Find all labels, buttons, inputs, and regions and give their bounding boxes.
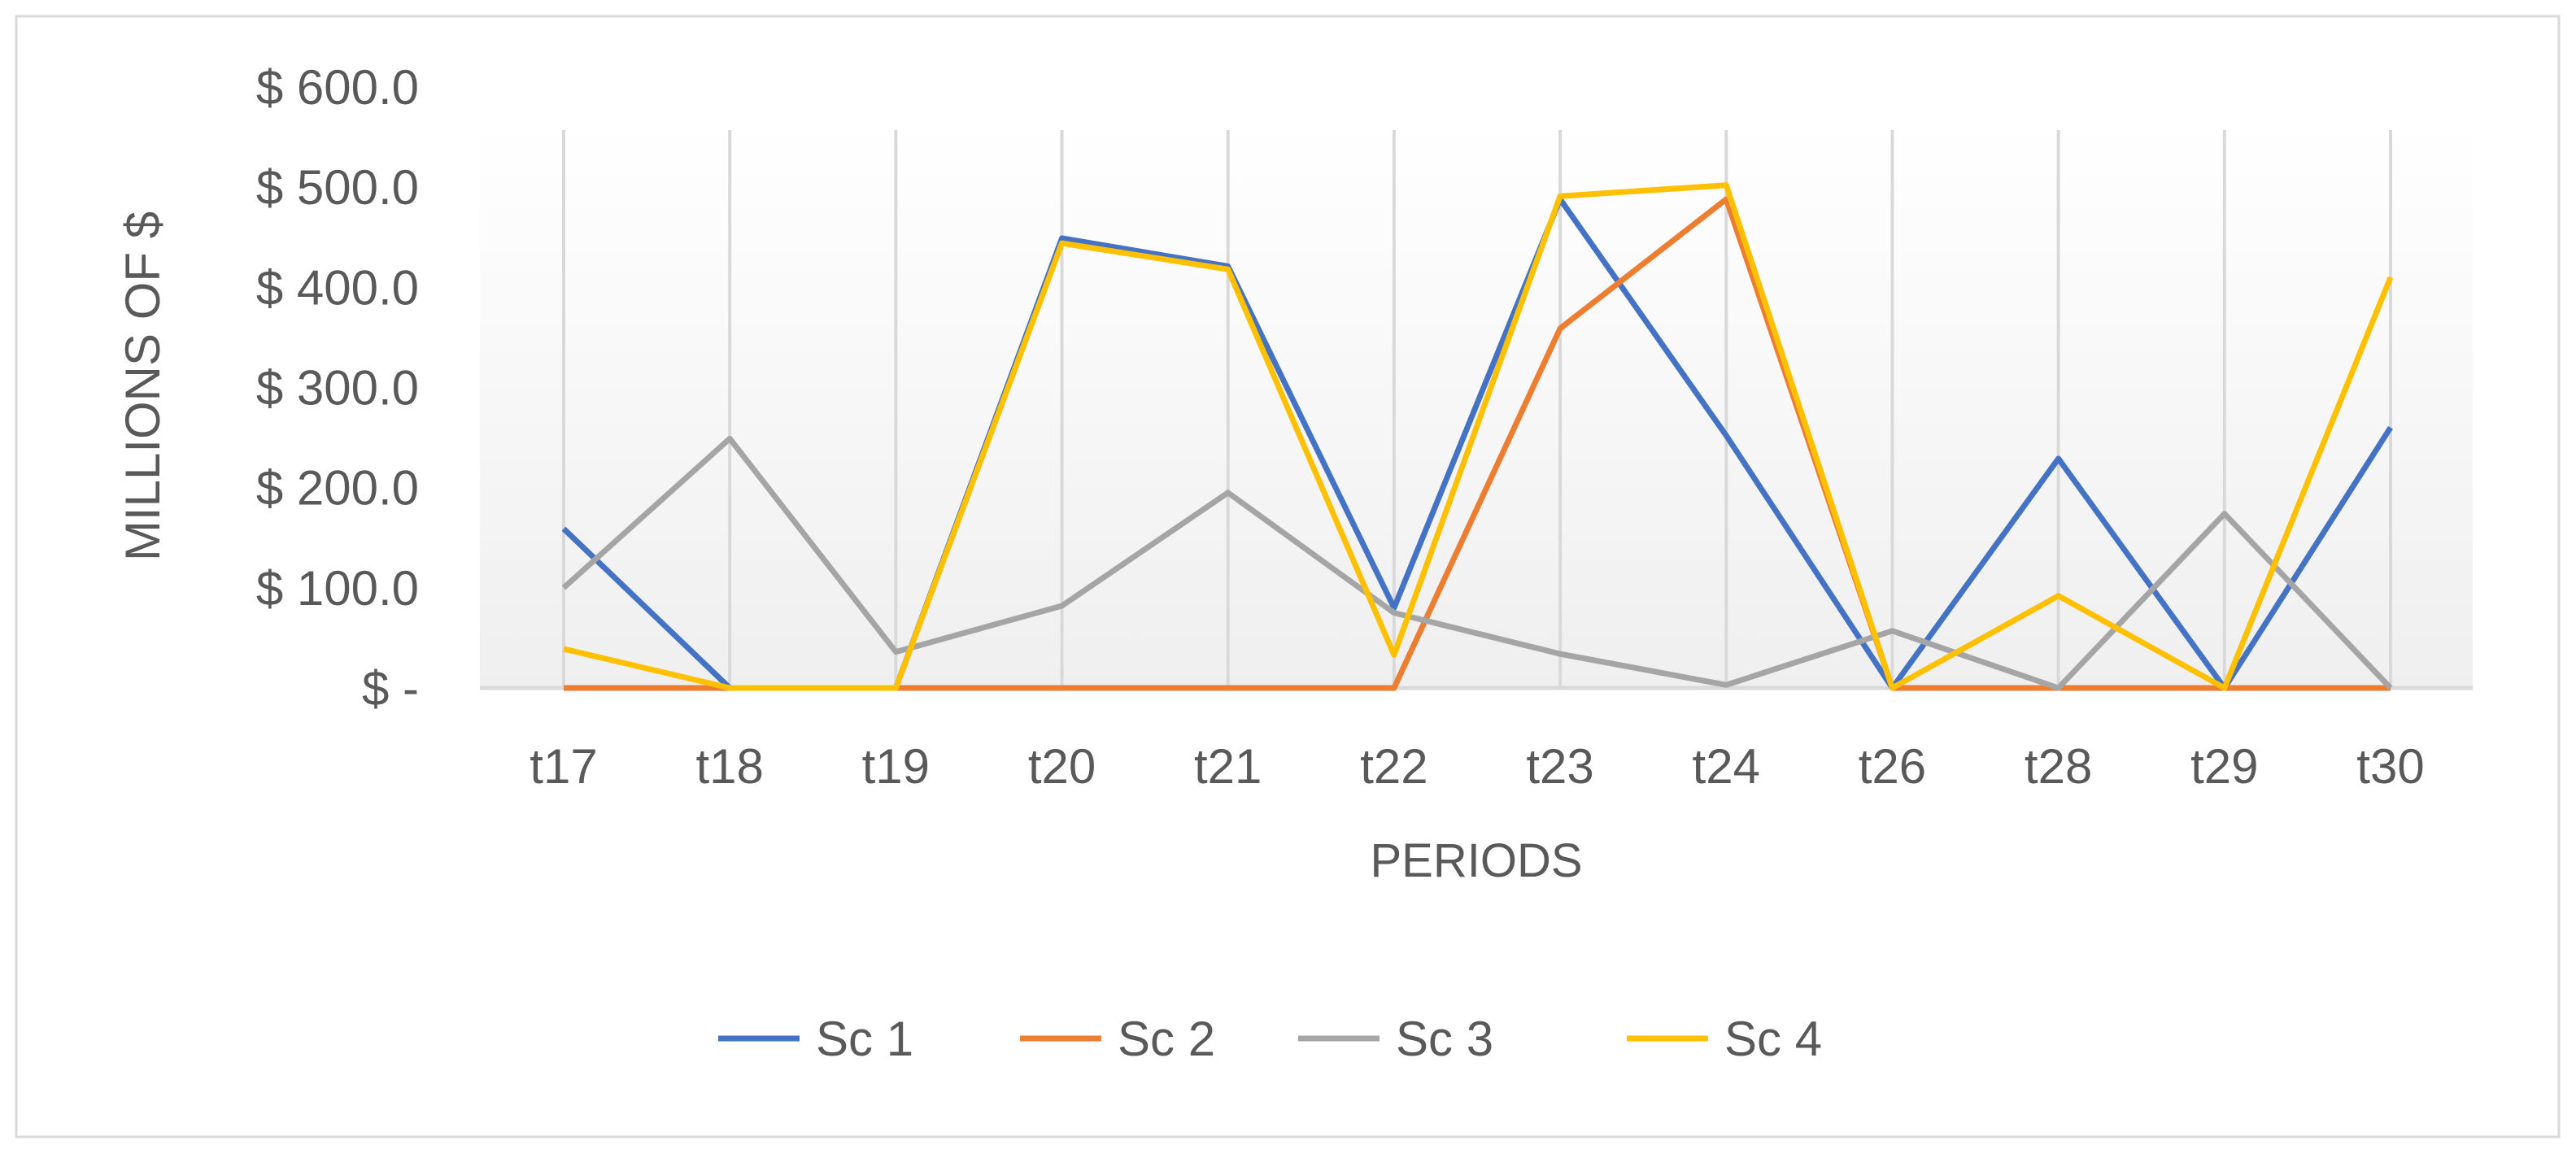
series-sc-4 (563, 182, 2394, 691)
y-tick-label: $ 300.0 (256, 361, 419, 416)
x-tick-labels: t17 t18 t19 t20 t21 t22 t23 t24 t26 t28 t29 t30 (530, 739, 2424, 794)
y-tick-label: $ 100.0 (256, 561, 419, 616)
series-line (563, 182, 2394, 691)
x-tick-label: t24 (1693, 739, 1760, 794)
x-tick-label: t20 (1028, 739, 1096, 794)
legend: Sc 1 Sc 2 Sc 3 Sc 4 (718, 1012, 1822, 1066)
legend-item[interactable]: Sc 1 (718, 1012, 913, 1066)
legend-item[interactable]: Sc 4 (1627, 1012, 1822, 1066)
legend-item[interactable]: Sc 2 (1020, 1012, 1215, 1066)
x-tick-label: t21 (1194, 739, 1262, 794)
x-tick-label: t22 (1360, 739, 1427, 794)
series-lines (561, 182, 2394, 691)
x-tick-label: t30 (2356, 739, 2424, 794)
y-tick-label: $ 500.0 (256, 160, 419, 215)
x-tick-label: t23 (1526, 739, 1593, 794)
x-tick-label: t18 (695, 739, 763, 794)
x-tick-label: t28 (2025, 739, 2092, 794)
series-sc-3 (561, 435, 2393, 691)
x-tick-label: t26 (1859, 739, 1926, 794)
legend-item[interactable]: Sc 3 (1298, 1012, 1493, 1066)
legend-label: Sc 3 (1396, 1012, 1493, 1066)
y-tick-label: $ 200.0 (256, 461, 419, 516)
legend-label: Sc 1 (816, 1012, 913, 1066)
y-tick-labels: $ - $ 100.0 $ 200.0 $ 300.0 $ 400.0 $ 500.0 $ … (256, 60, 419, 716)
x-axis-title: PERIODS (1370, 834, 1582, 887)
y-tick-label: $ 400.0 (256, 260, 419, 315)
gridlines (562, 130, 2392, 688)
x-tick-label: t17 (530, 739, 597, 794)
x-tick-label: t19 (862, 739, 930, 794)
series-line (561, 435, 2393, 691)
y-axis-title: MILLIONS OF $ (116, 211, 170, 561)
legend-label: Sc 2 (1118, 1012, 1215, 1066)
y-tick-label: $ - (362, 661, 419, 716)
x-tick-label: t29 (2190, 739, 2258, 794)
legend-label: Sc 4 (1724, 1012, 1822, 1066)
y-tick-label: $ 600.0 (256, 60, 419, 115)
